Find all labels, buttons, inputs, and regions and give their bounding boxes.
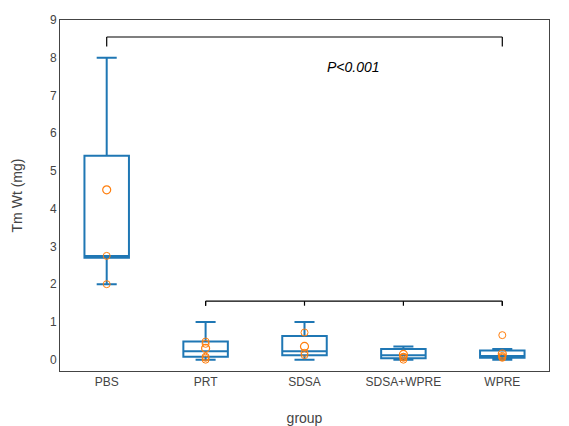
svg-text:Tm Wt (mg): Tm Wt (mg) [9,159,25,233]
svg-text:8: 8 [50,51,57,65]
svg-text:5: 5 [50,164,57,178]
svg-text:9: 9 [50,13,57,27]
svg-text:group: group [287,410,323,426]
svg-text:4: 4 [50,202,57,216]
svg-text:SDSA: SDSA [288,375,321,389]
svg-text:PBS: PBS [95,375,119,389]
svg-text:3: 3 [50,240,57,254]
svg-text:WPRE: WPRE [484,375,520,389]
svg-text:1: 1 [50,315,57,329]
svg-text:6: 6 [50,126,57,140]
svg-text:P<0.001: P<0.001 [327,59,380,75]
svg-text:7: 7 [50,89,57,103]
svg-text:2: 2 [50,277,57,291]
svg-text:0: 0 [50,353,57,367]
svg-text:SDSA+WPRE: SDSA+WPRE [366,375,442,389]
svg-text:PRT: PRT [194,375,218,389]
